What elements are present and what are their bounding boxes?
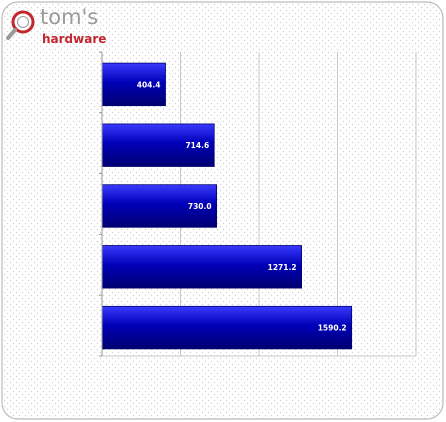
bars-group: 404.4 714.6 730.0 1271.2 1590.2: [101, 62, 353, 350]
bar-3: 1271.2: [101, 245, 302, 289]
bar-value-label-4: 1590.2: [318, 324, 347, 333]
bar-rect-1: [101, 123, 215, 167]
bar-1: 714.6: [101, 123, 215, 167]
bar-value-label-3: 1271.2: [268, 263, 297, 272]
bar-rect-3: [101, 245, 302, 289]
logo-main-text: tom's: [40, 5, 98, 29]
y-axis-ticks: [99, 51, 102, 357]
bar-rect-0: [101, 62, 166, 107]
bar-value-label-0: 404.4: [137, 80, 161, 89]
bar-4: 1590.2: [101, 305, 353, 350]
toms-hardware-logo: tom's hardware: [6, 5, 106, 46]
magnifier-icon: [6, 10, 35, 40]
bar-value-label-2: 730.0: [188, 202, 212, 211]
bar-rect-4: [101, 305, 353, 350]
bar-2: 730.0: [101, 184, 218, 228]
bar-0: 404.4: [101, 62, 166, 107]
bar-value-label-1: 714.6: [185, 141, 209, 150]
bar-rect-2: [101, 184, 218, 228]
logo-sub-text: hardware: [42, 32, 106, 46]
